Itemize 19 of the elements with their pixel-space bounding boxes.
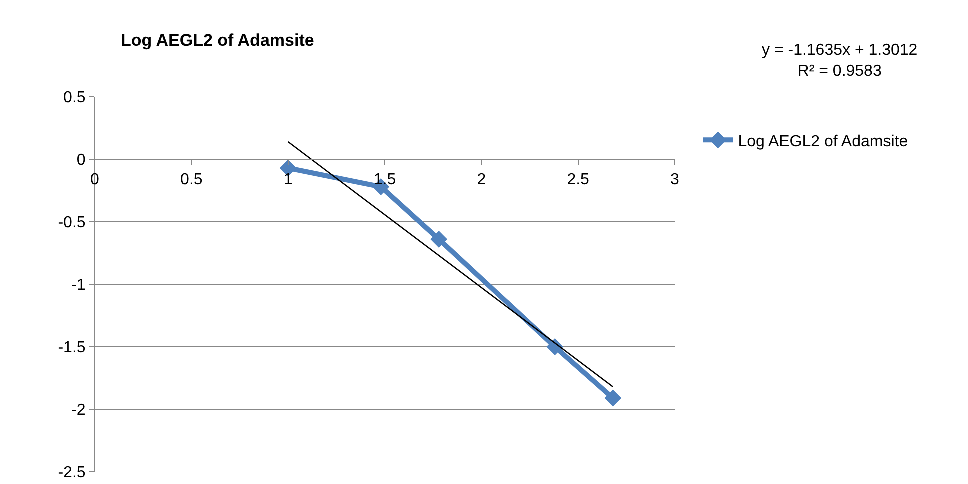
y-tick-label: -2.5 bbox=[58, 464, 86, 482]
x-tick-label: 2.5 bbox=[567, 172, 590, 189]
x-tick-label: 2 bbox=[477, 172, 486, 189]
point bbox=[604, 390, 622, 407]
point bbox=[430, 231, 448, 248]
x-tick-label: 1 bbox=[284, 172, 293, 189]
y-tick-label: -0.5 bbox=[58, 214, 86, 232]
y-tick-label: -1 bbox=[72, 277, 86, 294]
x-tick-label: 3 bbox=[670, 172, 680, 189]
text: y = -1.1635x + 1.3012 R² = 0.9583 bbox=[762, 42, 918, 80]
x-tick-label: 1.5 bbox=[374, 172, 396, 189]
x-tick-label: 0.5 bbox=[180, 172, 203, 189]
x-tick-label: 0 bbox=[90, 172, 100, 189]
y-tick-label: 0.5 bbox=[64, 90, 86, 107]
chart-title: Log AEGL2 of Adamsite bbox=[121, 30, 314, 50]
y-tick-label: 0 bbox=[76, 152, 86, 170]
y-tick-label: -1.5 bbox=[58, 340, 86, 357]
legend-label: Log AEGL2 of Adamsite bbox=[738, 133, 908, 150]
y-tick-label: -2 bbox=[72, 402, 86, 420]
